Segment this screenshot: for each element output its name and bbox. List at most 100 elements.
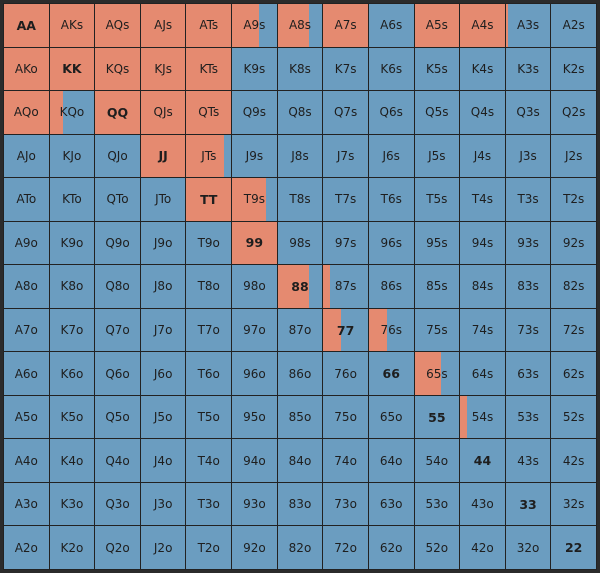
hand-cell-Q9o[interactable]: Q9o: [95, 221, 140, 265]
hand-cell-Q3s[interactable]: Q3s: [505, 91, 551, 134]
hand-cell-AKo[interactable]: AKo: [4, 47, 49, 91]
hand-cell-95o[interactable]: 95o: [232, 395, 277, 439]
hand-cell-77[interactable]: 77: [323, 308, 368, 352]
hand-cell-Q8o[interactable]: Q8o: [95, 265, 140, 308]
hand-cell-Q2s[interactable]: Q2s: [551, 91, 596, 134]
hand-cell-Q4o[interactable]: Q4o: [95, 439, 140, 482]
hand-cell-J7s[interactable]: J7s: [323, 134, 368, 178]
hand-cell-AA[interactable]: AA: [4, 4, 49, 47]
hand-cell-J8o[interactable]: J8o: [140, 265, 186, 308]
hand-cell-72o[interactable]: 72o: [323, 526, 368, 569]
hand-cell-22[interactable]: 22: [551, 526, 596, 569]
hand-cell-84s[interactable]: 84s: [460, 265, 505, 308]
hand-cell-J4s[interactable]: J4s: [460, 134, 505, 178]
hand-cell-T8s[interactable]: T8s: [277, 178, 323, 221]
hand-cell-63s[interactable]: 63s: [505, 352, 551, 395]
hand-cell-AJs[interactable]: AJs: [140, 4, 186, 47]
hand-cell-72s[interactable]: 72s: [551, 308, 596, 352]
hand-cell-86s[interactable]: 86s: [368, 265, 414, 308]
hand-cell-75s[interactable]: 75s: [414, 308, 460, 352]
hand-cell-64o[interactable]: 64o: [368, 439, 414, 482]
hand-cell-J5s[interactable]: J5s: [414, 134, 460, 178]
hand-cell-86o[interactable]: 86o: [277, 352, 323, 395]
hand-cell-QJo[interactable]: QJo: [95, 134, 140, 178]
hand-cell-K3s[interactable]: K3s: [505, 47, 551, 91]
hand-cell-87s[interactable]: 87s: [323, 265, 368, 308]
hand-cell-T9o[interactable]: T9o: [186, 221, 232, 265]
hand-cell-93o[interactable]: 93o: [232, 482, 277, 526]
hand-cell-K8o[interactable]: K8o: [49, 265, 95, 308]
hand-cell-62s[interactable]: 62s: [551, 352, 596, 395]
hand-cell-65s[interactable]: 65s: [414, 352, 460, 395]
hand-cell-99[interactable]: 99: [232, 221, 277, 265]
hand-cell-K7o[interactable]: K7o: [49, 308, 95, 352]
hand-cell-KJs[interactable]: KJs: [140, 47, 186, 91]
hand-cell-A7o[interactable]: A7o: [4, 308, 49, 352]
hand-cell-QQ[interactable]: QQ: [95, 91, 140, 134]
hand-cell-AQs[interactable]: AQs: [95, 4, 140, 47]
hand-cell-53s[interactable]: 53s: [505, 395, 551, 439]
hand-cell-95s[interactable]: 95s: [414, 221, 460, 265]
hand-cell-54s[interactable]: 54s: [460, 395, 505, 439]
hand-cell-83s[interactable]: 83s: [505, 265, 551, 308]
hand-cell-96s[interactable]: 96s: [368, 221, 414, 265]
hand-cell-K5o[interactable]: K5o: [49, 395, 95, 439]
hand-cell-KTo[interactable]: KTo: [49, 178, 95, 221]
hand-cell-JJ[interactable]: JJ: [140, 134, 186, 178]
hand-cell-TT[interactable]: TT: [186, 178, 232, 221]
hand-cell-KK[interactable]: KK: [49, 47, 95, 91]
hand-cell-98o[interactable]: 98o: [232, 265, 277, 308]
hand-cell-52o[interactable]: 52o: [414, 526, 460, 569]
hand-cell-A9s[interactable]: A9s: [232, 4, 277, 47]
hand-cell-33[interactable]: 33: [505, 482, 551, 526]
hand-cell-44[interactable]: 44: [460, 439, 505, 482]
hand-cell-97o[interactable]: 97o: [232, 308, 277, 352]
hand-cell-K3o[interactable]: K3o: [49, 482, 95, 526]
hand-cell-K8s[interactable]: K8s: [277, 47, 323, 91]
hand-cell-T9s[interactable]: T9s: [232, 178, 277, 221]
hand-cell-63o[interactable]: 63o: [368, 482, 414, 526]
hand-cell-T3o[interactable]: T3o: [186, 482, 232, 526]
hand-cell-32o[interactable]: 32o: [505, 526, 551, 569]
hand-cell-J6s[interactable]: J6s: [368, 134, 414, 178]
hand-cell-K4s[interactable]: K4s: [460, 47, 505, 91]
hand-cell-66[interactable]: 66: [368, 352, 414, 395]
hand-cell-Q2o[interactable]: Q2o: [95, 526, 140, 569]
hand-cell-Q9s[interactable]: Q9s: [232, 91, 277, 134]
hand-cell-Q5s[interactable]: Q5s: [414, 91, 460, 134]
hand-cell-74s[interactable]: 74s: [460, 308, 505, 352]
hand-cell-A5s[interactable]: A5s: [414, 4, 460, 47]
hand-cell-Q4s[interactable]: Q4s: [460, 91, 505, 134]
hand-cell-AQo[interactable]: AQo: [4, 91, 49, 134]
hand-cell-J3o[interactable]: J3o: [140, 482, 186, 526]
hand-cell-42s[interactable]: 42s: [551, 439, 596, 482]
hand-cell-A3s[interactable]: A3s: [505, 4, 551, 47]
hand-cell-A8s[interactable]: A8s: [277, 4, 323, 47]
hand-cell-96o[interactable]: 96o: [232, 352, 277, 395]
hand-cell-K2s[interactable]: K2s: [551, 47, 596, 91]
hand-cell-T7o[interactable]: T7o: [186, 308, 232, 352]
hand-cell-KQo[interactable]: KQo: [49, 91, 95, 134]
hand-cell-65o[interactable]: 65o: [368, 395, 414, 439]
hand-cell-94s[interactable]: 94s: [460, 221, 505, 265]
hand-cell-T4o[interactable]: T4o: [186, 439, 232, 482]
hand-cell-Q8s[interactable]: Q8s: [277, 91, 323, 134]
hand-cell-32s[interactable]: 32s: [551, 482, 596, 526]
hand-cell-J7o[interactable]: J7o: [140, 308, 186, 352]
hand-cell-QJs[interactable]: QJs: [140, 91, 186, 134]
hand-cell-Q3o[interactable]: Q3o: [95, 482, 140, 526]
hand-cell-K9s[interactable]: K9s: [232, 47, 277, 91]
hand-cell-85o[interactable]: 85o: [277, 395, 323, 439]
hand-cell-T2s[interactable]: T2s: [551, 178, 596, 221]
hand-cell-K4o[interactable]: K4o: [49, 439, 95, 482]
hand-cell-J6o[interactable]: J6o: [140, 352, 186, 395]
hand-cell-A9o[interactable]: A9o: [4, 221, 49, 265]
hand-cell-55[interactable]: 55: [414, 395, 460, 439]
hand-cell-54o[interactable]: 54o: [414, 439, 460, 482]
hand-cell-J4o[interactable]: J4o: [140, 439, 186, 482]
hand-cell-J5o[interactable]: J5o: [140, 395, 186, 439]
hand-cell-T6o[interactable]: T6o: [186, 352, 232, 395]
hand-cell-73o[interactable]: 73o: [323, 482, 368, 526]
hand-cell-88[interactable]: 88: [277, 265, 323, 308]
hand-cell-J2s[interactable]: J2s: [551, 134, 596, 178]
